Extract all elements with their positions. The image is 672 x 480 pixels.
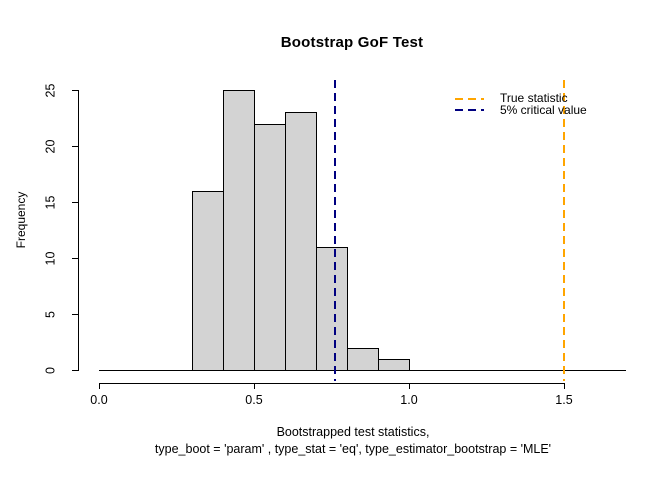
y-axis-tick-label: 0 [43,367,58,374]
y-axis-tick [72,202,78,203]
y-axis-tick-label: 10 [43,251,58,266]
navy-dashed-line-key [455,109,484,112]
y-axis-tick [72,314,78,315]
x-axis-tick-label: 0.5 [245,393,263,407]
histogram-bar [223,90,255,371]
y-axis-tick-label: 15 [43,195,58,210]
y-axis-tick [72,90,78,91]
x-axis-tick [254,383,255,389]
legend-item-critical-value: 5% critical value [455,102,587,117]
legend-label-true-statistic: True statistic [500,91,568,105]
legend-label-critical-value: 5% critical value [500,102,587,117]
x-axis-tick [409,383,410,389]
y-axis-tick [72,370,78,371]
x-axis-label: Bootstrapped test statistics, type_boot … [78,424,628,458]
y-axis-tick-label: 25 [43,83,58,98]
critical-value-line [334,80,336,381]
x-axis-label-line1: Bootstrapped test statistics, [276,425,430,439]
x-axis-tick-label: 0.0 [90,393,108,407]
histogram-bar [254,124,286,371]
x-axis-label-line2: type_boot = 'param' , type_stat = 'eq', … [154,442,552,456]
y-axis [78,90,79,371]
y-axis-tick [72,146,78,147]
histogram-bar [378,359,410,371]
x-axis-tick [99,383,100,389]
orange-dashed-line-key [455,97,484,100]
legend: True statistic 5% critical value [455,91,587,117]
x-axis [99,383,565,384]
y-axis-tick [72,258,78,259]
histogram-bar [347,348,379,371]
y-axis-tick-label: 5 [43,311,58,318]
true-statistic-line [563,80,565,381]
histogram-bar [316,247,348,371]
x-axis-tick [564,383,565,389]
chart-title: Bootstrap GoF Test [280,34,424,51]
histogram-bar [285,112,317,371]
histogram-bar [192,191,224,371]
x-axis-tick-label: 1.0 [400,393,418,407]
legend-item-true-statistic: True statistic [455,91,587,105]
x-axis-tick-label: 1.5 [555,393,573,407]
y-axis-tick-label: 20 [43,139,58,154]
